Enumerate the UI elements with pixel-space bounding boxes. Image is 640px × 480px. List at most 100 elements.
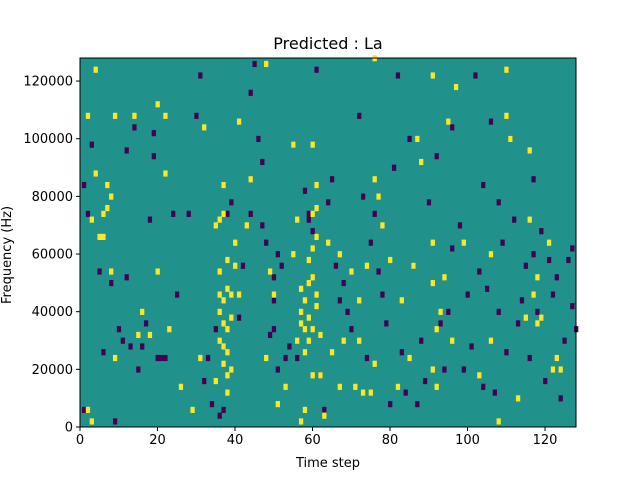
heatmap-cell-high [430,366,435,373]
heatmap-cell-low [488,118,494,125]
heatmap-cell-low [481,383,486,390]
heatmap-cell-high [322,412,327,419]
heatmap-cell-low [329,176,335,183]
heatmap-cell-low [295,354,300,362]
chart-title: Predicted : La [273,34,382,53]
heatmap-cell-low [388,401,393,408]
heatmap-cell-high [217,216,222,223]
heatmap-cell-high [89,216,94,223]
heatmap-cell-high [550,366,556,373]
heatmap-cell-low [89,141,94,148]
heatmap-cell-low [337,297,342,304]
heatmap-cell-high [353,383,358,390]
heatmap-cell-high [264,354,269,362]
heatmap-cell-high [178,383,184,390]
heatmap-cell-low [287,343,292,350]
heatmap-cell-low [322,406,327,413]
heatmap-cell-low [554,274,559,281]
heatmap-cell-high [446,118,451,125]
x-axis-label: Time step [295,456,360,471]
y-axis-label: Frequency (Hz) [0,206,15,304]
heatmap-cell-high [329,349,335,356]
heatmap-cell-low [570,245,575,252]
heatmap-cell-low [349,326,354,333]
heatmap-cell-high [213,222,218,229]
heatmap-cell-high [527,216,532,223]
heatmap-cell-high [434,326,439,333]
heatmap-cell-low [434,153,439,160]
y-axis-ticks: 0 20000 40000 60000 80000 100000 120000 [23,75,80,436]
heatmap-cell-high [89,418,94,425]
heatmap-cell-high [535,274,540,281]
heatmap-cell-low [236,314,242,321]
heatmap-cell-high [411,262,416,269]
heatmap-cell-high [380,222,385,229]
heatmap-cell-high [504,112,509,119]
heatmap-cell-high [399,297,404,304]
heatmap-cell-high [217,337,222,344]
heatmap-cell-high [349,268,354,275]
heatmap-cell-low [562,337,567,344]
heatmap-cell-low [527,354,532,362]
heatmap-cell-low [194,112,199,119]
heatmap-cell-high [318,331,323,339]
heatmap-cell-low [159,354,164,362]
heatmap-cell-low [240,262,246,269]
heatmap-cell-high [291,251,296,258]
heatmap-cell-high [453,83,459,91]
heatmap-cell-high [488,337,494,344]
heatmap-cell-low [426,199,432,206]
heatmap-cell-low [198,72,203,79]
heatmap-cell-high [225,256,230,264]
heatmap-cell-low [546,256,552,264]
heatmap-cell-low [473,72,478,79]
heatmap-cell-low [314,66,319,73]
heatmap-cell-low [465,291,470,298]
heatmap-cell-low [267,331,273,339]
heatmap-cell-high [310,274,315,281]
heatmap-cell-low [477,268,482,275]
heatmap-cell-high [357,297,362,304]
heatmap-cell-high [244,222,249,229]
x-tick-label: 100 [455,433,480,448]
heatmap-cell-low [101,349,106,356]
heatmap-cell-low [271,274,277,281]
heatmap-cell-low [306,216,311,223]
heatmap-cell-high [430,239,435,246]
x-tick-label: 40 [227,433,244,448]
plot-frame [79,57,577,428]
heatmap-cell-high [190,406,195,413]
heatmap-cell-low [326,199,331,206]
heatmap-cell-high [310,372,315,379]
heatmap-cell-high [434,383,439,390]
heatmap-cell-low [279,262,284,269]
heatmap-cell-high [229,291,234,298]
heatmap-cell-low [469,343,474,350]
heatmap-cell-high [477,372,482,379]
y-tick-label: 120000 [23,75,73,90]
heatmap-cell-high [488,251,494,258]
heatmap-cell-high [101,233,106,241]
heatmap-cell-high [298,320,304,327]
heatmap-cell-low [186,210,191,217]
heatmap-cell-low [357,112,362,119]
heatmap-cell-high [298,285,304,292]
heatmap-cell-high [248,176,253,183]
heatmap-cell-high [283,383,288,390]
heatmap-cell-high [112,112,118,119]
heatmap-cell-low [372,210,377,217]
heatmap-cell-high [163,170,168,177]
heatmap-cell-low [403,389,408,396]
heatmap-cell-high [101,210,106,217]
heatmap-cell-low [171,210,176,217]
heatmap-cell-high [275,401,280,408]
plot-area [79,55,579,428]
heatmap-cell-high [225,326,230,333]
heatmap-cell-high [236,291,242,298]
heatmap-cell-low [415,401,420,408]
heatmap-cell-low [539,228,544,235]
heatmap-cell-high [295,216,300,223]
heatmap-cell-low [205,354,211,362]
heatmap-cell-high [132,112,137,119]
